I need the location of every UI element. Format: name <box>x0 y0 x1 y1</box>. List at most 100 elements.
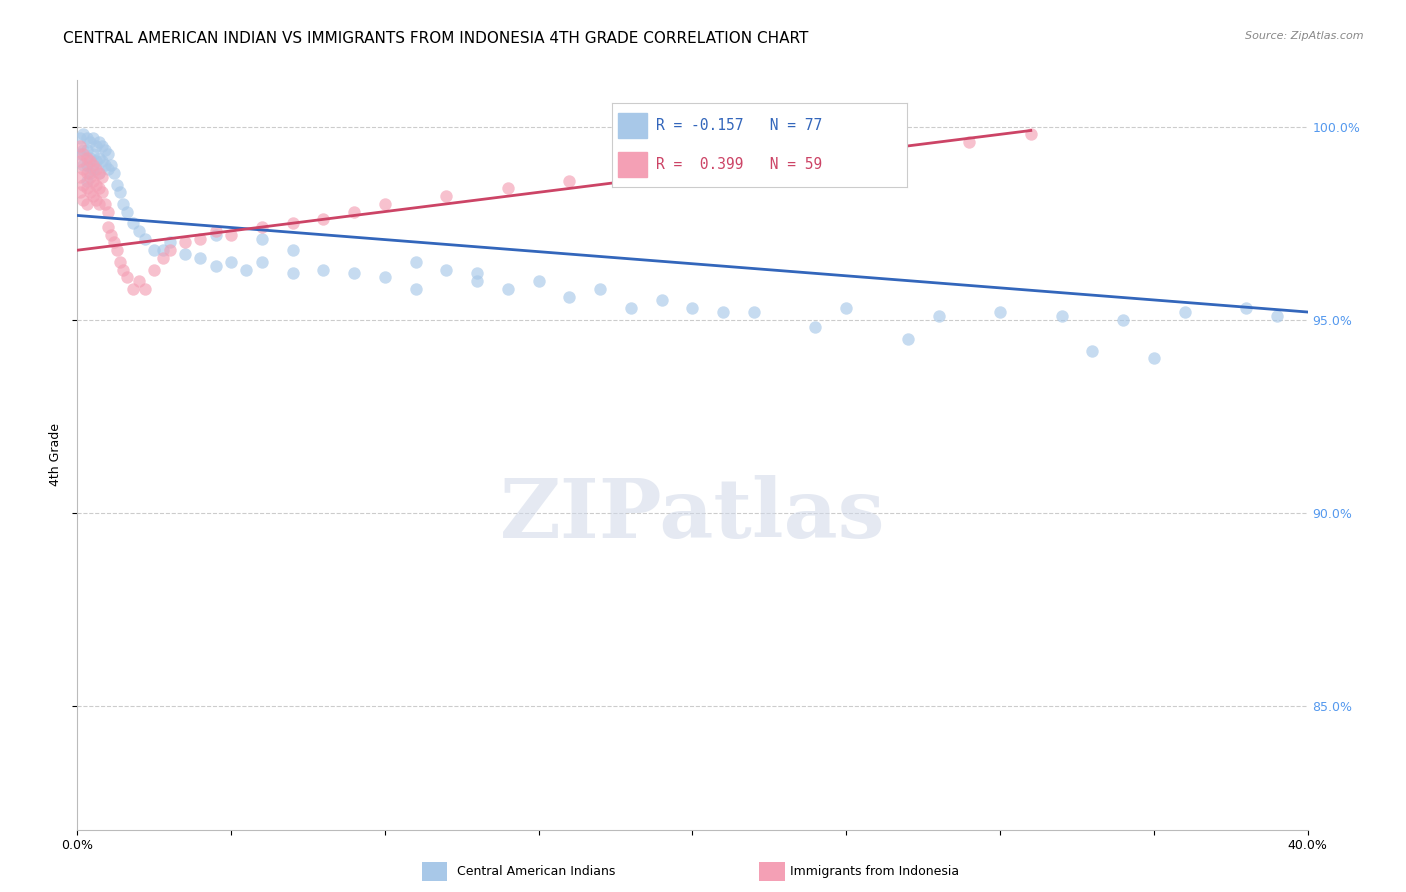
Point <box>76 166 98 180</box>
Point <box>1265 309 1288 323</box>
Point <box>87 197 110 211</box>
Point <box>152 244 174 258</box>
Point <box>281 244 304 258</box>
Point <box>72 162 94 177</box>
Point <box>115 270 138 285</box>
Point <box>90 154 114 169</box>
Point <box>159 235 181 250</box>
Point <box>835 301 858 315</box>
Point <box>957 135 980 149</box>
Bar <box>617 112 647 138</box>
Point <box>90 186 114 200</box>
Point <box>76 181 98 195</box>
Point <box>235 262 257 277</box>
Point <box>897 332 920 346</box>
Point <box>82 131 104 145</box>
Bar <box>617 152 647 178</box>
Point <box>87 166 110 180</box>
Point <box>94 158 117 172</box>
Point <box>128 224 150 238</box>
Point <box>87 151 110 165</box>
Text: R =  0.399   N = 59: R = 0.399 N = 59 <box>655 157 823 172</box>
Point <box>82 189 104 203</box>
Point <box>84 154 107 169</box>
Point <box>79 186 101 200</box>
Point <box>69 186 91 200</box>
Point <box>188 251 212 265</box>
Point <box>82 146 104 161</box>
Point <box>87 166 110 180</box>
Point <box>76 174 98 188</box>
Point <box>72 146 94 161</box>
Point <box>84 162 107 177</box>
Point <box>69 169 91 184</box>
Point <box>87 135 110 149</box>
Point <box>72 193 94 207</box>
Point <box>72 143 94 157</box>
Point <box>405 282 427 296</box>
Point <box>1019 128 1042 142</box>
Point <box>82 158 104 172</box>
Point <box>82 174 104 188</box>
Point <box>97 220 120 235</box>
Point <box>1174 305 1197 319</box>
Point <box>121 216 143 230</box>
Text: ZIPatlas: ZIPatlas <box>499 475 886 555</box>
Point <box>110 255 132 269</box>
Point <box>465 266 488 280</box>
Point <box>1234 301 1257 315</box>
Point <box>112 262 135 277</box>
Point <box>742 305 765 319</box>
Point <box>405 255 427 269</box>
Point <box>100 158 122 172</box>
Point <box>152 251 174 265</box>
Point <box>97 204 120 219</box>
Point <box>620 166 643 180</box>
Point <box>76 151 98 165</box>
Point <box>343 204 366 219</box>
Point <box>219 227 242 242</box>
Point <box>90 169 114 184</box>
Point <box>143 244 166 258</box>
Point <box>79 151 101 165</box>
Point <box>121 282 143 296</box>
Point <box>76 131 98 145</box>
Point <box>82 162 104 177</box>
Point <box>558 289 581 303</box>
Point <box>115 204 138 219</box>
Point <box>103 235 125 250</box>
Point <box>94 197 117 211</box>
Point <box>72 128 94 142</box>
Point <box>250 255 273 269</box>
Point <box>134 282 156 296</box>
Point <box>204 259 226 273</box>
Point <box>204 224 226 238</box>
Text: Source: ZipAtlas.com: Source: ZipAtlas.com <box>1246 31 1364 41</box>
Point <box>374 197 396 211</box>
Point <box>105 178 128 192</box>
Point <box>79 166 101 180</box>
Point <box>97 146 120 161</box>
Point <box>711 305 734 319</box>
Text: Central American Indians: Central American Indians <box>457 865 616 878</box>
Point <box>496 181 519 195</box>
Point <box>134 232 156 246</box>
Point <box>79 169 101 184</box>
Point <box>312 212 335 227</box>
Point <box>105 244 128 258</box>
Point <box>69 131 91 145</box>
Point <box>436 189 458 203</box>
Point <box>343 266 366 280</box>
Point <box>928 309 950 323</box>
Point <box>69 154 91 169</box>
Point <box>866 143 889 157</box>
Point <box>97 162 120 177</box>
Point <box>804 320 827 334</box>
Point <box>103 166 125 180</box>
Point <box>94 143 117 157</box>
Point <box>496 282 519 296</box>
Text: CENTRAL AMERICAN INDIAN VS IMMIGRANTS FROM INDONESIA 4TH GRADE CORRELATION CHART: CENTRAL AMERICAN INDIAN VS IMMIGRANTS FR… <box>63 31 808 46</box>
Point <box>79 154 101 169</box>
Point <box>100 227 122 242</box>
Point <box>159 244 181 258</box>
